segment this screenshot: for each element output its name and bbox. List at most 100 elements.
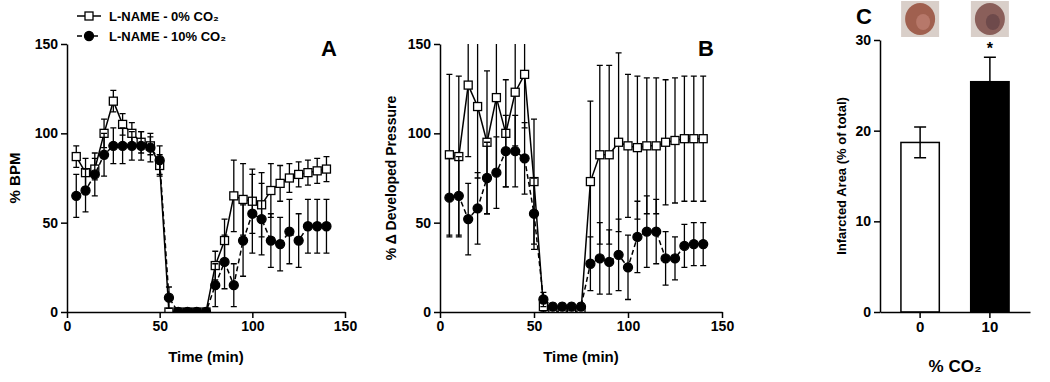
x-axis-line xyxy=(881,312,1031,314)
tick: 10 xyxy=(855,213,880,229)
x-axis-title: Time (min) xyxy=(543,348,619,365)
data-point xyxy=(295,170,303,178)
data-point xyxy=(652,227,661,236)
tick: 30 xyxy=(855,32,880,48)
tick-label: 30 xyxy=(855,32,871,48)
data-point xyxy=(662,138,670,146)
photo-frame xyxy=(901,1,939,37)
data-point xyxy=(473,204,482,213)
legend-label: L-NAME - 10% CO₂ xyxy=(109,29,226,44)
tick: 0 xyxy=(64,312,72,334)
tick-label: 100 xyxy=(35,125,59,141)
x-axis-title: Time (min) xyxy=(168,348,244,365)
tick-label: 150 xyxy=(334,318,358,334)
data-point xyxy=(511,88,519,96)
tick-mark xyxy=(434,44,440,46)
data-point xyxy=(689,240,698,249)
tick-label: 20 xyxy=(855,123,871,139)
data-point xyxy=(699,240,708,249)
plot-area xyxy=(72,90,331,312)
tick-label: 10 xyxy=(982,318,999,335)
tick: 100 xyxy=(241,312,265,334)
error-bar xyxy=(672,78,678,203)
tick-mark xyxy=(874,130,880,132)
data-point xyxy=(605,151,613,159)
error-bar xyxy=(296,162,302,187)
x-axis-line xyxy=(68,312,346,314)
photos xyxy=(901,1,1009,37)
legend: L-NAME - 0% CO₂L-NAME - 10% CO₂ xyxy=(77,9,226,44)
tick: 150 xyxy=(35,36,67,52)
error-bar xyxy=(606,65,612,244)
y-axis-title: % BPM xyxy=(6,153,23,204)
error-bar xyxy=(456,76,462,237)
error-bar xyxy=(984,57,996,106)
error-bar xyxy=(503,80,509,187)
data-point xyxy=(164,293,173,302)
data-point xyxy=(174,308,183,313)
tick-label: 0 xyxy=(437,318,445,334)
data-point xyxy=(304,169,312,177)
data-point xyxy=(548,302,557,311)
tick: 100 xyxy=(408,125,440,141)
panel-label: C xyxy=(856,4,872,29)
data-point xyxy=(445,193,454,202)
tick-label: 50 xyxy=(415,215,431,231)
data-point xyxy=(137,141,146,150)
data-point xyxy=(211,281,220,290)
data-point xyxy=(464,81,472,89)
panel: 050100150050100150Time (min)% Δ Develope… xyxy=(383,14,734,365)
data-point xyxy=(586,178,594,186)
heart-photo-shade xyxy=(986,14,1000,30)
data-point xyxy=(699,135,707,143)
data-point xyxy=(155,156,164,165)
data-point xyxy=(492,168,501,177)
data-point xyxy=(558,302,567,311)
data-point xyxy=(661,254,670,263)
heart-photo xyxy=(975,3,1005,35)
data-point xyxy=(322,165,330,173)
legend-symbol xyxy=(85,12,93,20)
data-point xyxy=(501,147,510,156)
data-point xyxy=(680,135,688,143)
tick-label: 0 xyxy=(64,318,72,334)
series xyxy=(72,90,330,312)
error-bar xyxy=(277,165,283,201)
error-bar xyxy=(73,146,79,167)
tick: 0 xyxy=(863,304,880,320)
data-point xyxy=(239,236,248,245)
error-bar xyxy=(314,158,320,183)
error-bar xyxy=(597,65,603,244)
tick: 100 xyxy=(617,312,641,334)
data-point xyxy=(445,151,453,159)
data-point xyxy=(322,222,331,231)
bar xyxy=(971,82,1009,312)
data-point xyxy=(294,236,303,245)
data-point xyxy=(109,97,117,105)
data-point xyxy=(285,174,293,182)
error-bar xyxy=(231,160,237,231)
series xyxy=(445,44,707,312)
data-point xyxy=(313,167,321,175)
error-bar xyxy=(522,44,528,128)
tick: 50 xyxy=(42,215,67,231)
data-point xyxy=(146,143,155,152)
panel-label: B xyxy=(698,36,714,61)
data-point xyxy=(81,186,90,195)
data-point xyxy=(285,227,294,236)
error-bar xyxy=(625,74,631,217)
data-point xyxy=(652,142,660,150)
y-axis-line xyxy=(440,45,442,313)
data-point xyxy=(230,192,238,200)
data-point xyxy=(109,141,118,150)
tick-label: 100 xyxy=(617,318,641,334)
error-bar xyxy=(268,164,274,218)
data-point xyxy=(276,179,284,187)
tick-mark xyxy=(61,44,67,46)
plot-area xyxy=(901,57,1009,312)
data-point xyxy=(90,170,99,179)
y-axis-line xyxy=(67,45,69,313)
series-line xyxy=(449,74,703,312)
error-bar xyxy=(644,78,650,214)
data-point xyxy=(633,144,641,152)
